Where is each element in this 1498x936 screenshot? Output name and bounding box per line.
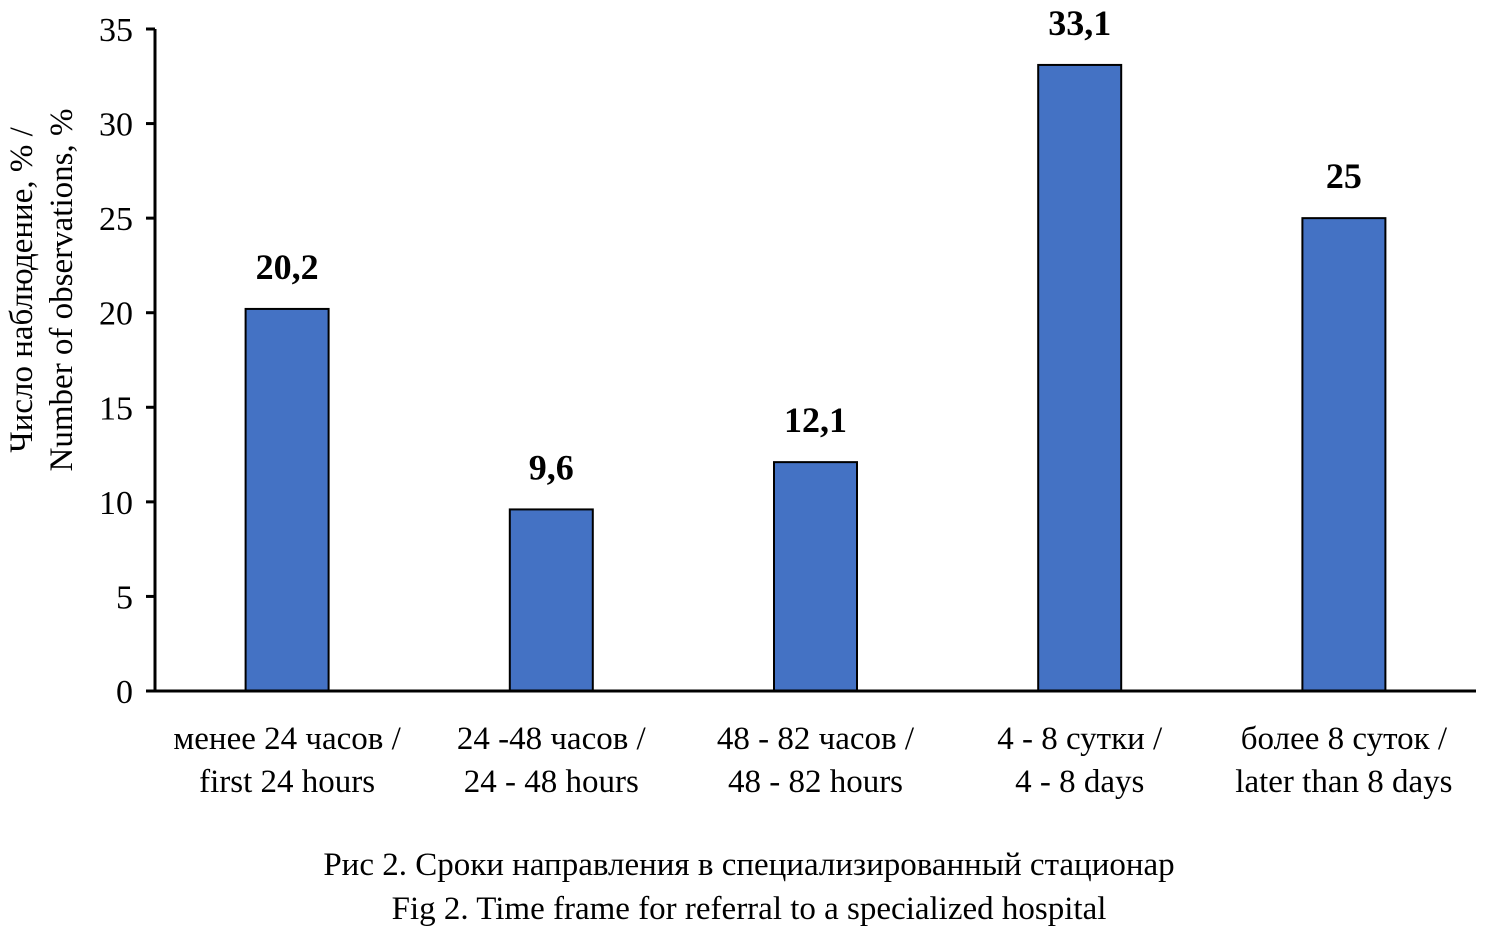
bar: [773, 461, 858, 692]
x-category-label: later than 8 days: [1235, 764, 1452, 800]
y-tick-label: 15: [99, 390, 133, 427]
x-category-label: first 24 hours: [199, 764, 375, 800]
x-category-label: 48 - 82 hours: [728, 764, 903, 800]
y-axis-title-line: Число наблюдение, % /: [4, 126, 40, 452]
axes: [153, 29, 1476, 693]
bar: [1037, 63, 1123, 693]
y-tick-label: 10: [99, 485, 133, 522]
y-tick-label: 20: [99, 296, 133, 333]
figure-caption-en: Fig 2. Time frame for referral to a spec…: [391, 891, 1107, 927]
x-category-label: 4 - 8 days: [1015, 764, 1144, 800]
x-category-label: 24 - 48 hours: [464, 764, 639, 800]
y-tick-label: 30: [99, 107, 133, 144]
bar-value-label: 9,6: [529, 447, 574, 487]
bar-value-label: 20,2: [256, 247, 319, 287]
bars: [244, 63, 1387, 693]
x-category-label: менее 24 часов /: [173, 721, 401, 757]
y-tick-label: 35: [99, 12, 133, 49]
x-category-label: 4 - 8 сутки /: [997, 721, 1163, 757]
bar: [508, 508, 594, 692]
y-axis-title-line: Number of observations, %: [44, 109, 80, 472]
x-category-label: 48 - 82 часов /: [717, 721, 915, 757]
x-category-label: 24 -48 часов /: [457, 721, 647, 757]
y-tick-label: 25: [99, 201, 133, 238]
x-category-label: более 8 суток /: [1241, 721, 1448, 757]
bar-value-label: 12,1: [784, 400, 847, 440]
bar: [1301, 217, 1387, 692]
bar-value-label: 25: [1326, 156, 1362, 196]
y-tick-label: 0: [116, 674, 133, 711]
y-tick-label: 5: [116, 579, 133, 616]
bar: [244, 307, 330, 692]
bar-value-label: 33,1: [1048, 3, 1111, 43]
category-labels: менее 24 часов / first 24 hours 24 -48 час…: [173, 721, 1452, 800]
data-labels: 20,2 9,6 12,1 33,1 25: [256, 3, 1362, 487]
y-axis-title: Число наблюдение, % / Number of observati…: [4, 109, 80, 472]
y-axis-ticks: 0 5 10 15 20 25 30 35: [99, 12, 155, 711]
figure-caption-ru: Рис 2. Сроки направления в специализиров…: [323, 847, 1175, 883]
